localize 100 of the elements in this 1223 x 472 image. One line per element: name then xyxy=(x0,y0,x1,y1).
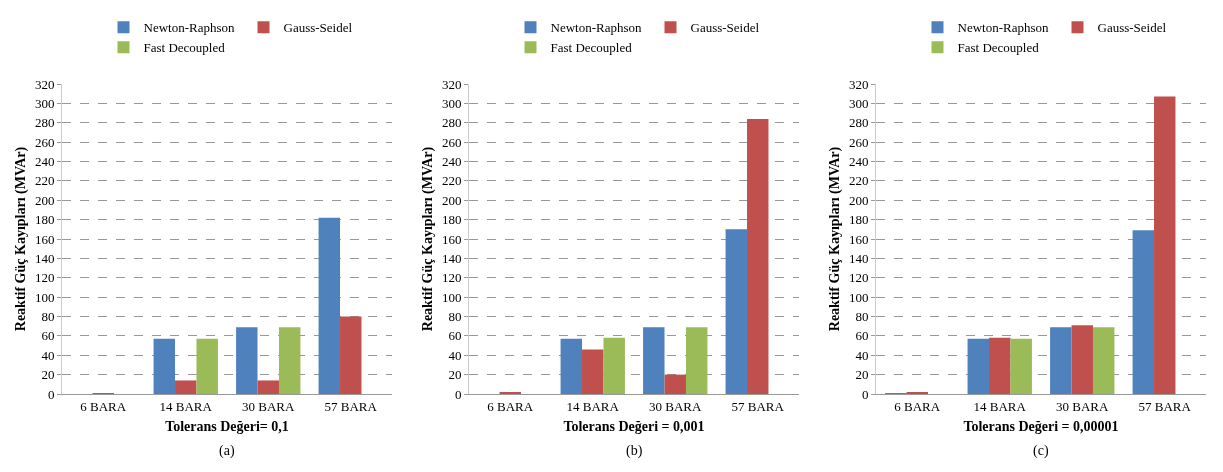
x-tick-label: 57 BARA xyxy=(731,398,785,414)
x-tick-label: 6 BARA xyxy=(80,398,127,414)
bar xyxy=(1050,327,1072,394)
y-tick-label: 120 xyxy=(848,270,869,286)
x-tick-label: 30 BARA xyxy=(649,398,703,414)
text: (a) xyxy=(219,443,235,459)
x-tick-label: 57 BARA xyxy=(324,398,378,414)
y-tick-label: 300 xyxy=(34,95,55,111)
legend-label: Newton-Raphson xyxy=(143,20,235,36)
y-tick-label: 0 xyxy=(454,386,462,402)
bar xyxy=(967,338,990,394)
y-tick-label: 240 xyxy=(34,154,55,170)
y-tick-label: 160 xyxy=(848,231,869,247)
bar xyxy=(1154,96,1176,394)
y-tick-label: 220 xyxy=(848,173,869,189)
y-tick-label: 100 xyxy=(848,289,869,305)
y-tick-label: 240 xyxy=(848,154,869,170)
bar xyxy=(278,327,301,394)
y-tick-label: 320 xyxy=(441,76,462,92)
y-tick-label: 180 xyxy=(34,212,55,228)
bar xyxy=(153,338,176,394)
y-axis-title: Reaktif Güç Kayıpları (MVAr) xyxy=(826,146,843,332)
x-tick-label: 30 BARA xyxy=(242,398,296,414)
x-tick-label: 57 BARA xyxy=(1138,398,1192,414)
y-tick-label: 220 xyxy=(441,173,462,189)
bar xyxy=(1092,327,1115,394)
x-tick-label: 14 BARA xyxy=(566,398,620,414)
bar xyxy=(236,327,258,394)
y-tick-label: 100 xyxy=(34,289,55,305)
bar xyxy=(725,229,748,394)
x-tick-label: 6 BARA xyxy=(487,398,534,414)
text: (c) xyxy=(1033,443,1049,459)
y-tick-label: 80 xyxy=(41,309,55,325)
y-tick-label: 140 xyxy=(848,250,869,266)
y-tick-label: 0 xyxy=(47,386,55,402)
y-axis-title: Reaktif Güç Kayıpları (MVAr) xyxy=(12,146,29,332)
y-tick-label: 260 xyxy=(34,134,55,150)
y-tick-label: 60 xyxy=(855,328,869,344)
y-tick-label: 260 xyxy=(848,134,869,150)
bar xyxy=(257,380,279,394)
bar xyxy=(603,337,625,394)
y-tick-label: 260 xyxy=(441,134,462,150)
bar xyxy=(989,337,1011,394)
x-tick-label: 30 BARA xyxy=(1056,398,1110,414)
y-tick-label: 20 xyxy=(41,367,55,383)
y-tick-label: 80 xyxy=(448,309,462,325)
y-tick-label: 140 xyxy=(441,250,462,266)
y-tick-label: 20 xyxy=(448,367,462,383)
x-axis-title: Tolerans Değeri = 0,00001 xyxy=(963,418,1119,434)
y-tick-label: 180 xyxy=(441,212,462,228)
y-tick-label: 200 xyxy=(848,192,869,208)
x-tick-label: 14 BARA xyxy=(973,398,1027,414)
bar xyxy=(1071,325,1093,394)
legend-label: Fast Decoupled xyxy=(957,40,1040,56)
y-tick-label: 180 xyxy=(848,212,869,228)
y-tick-label: 120 xyxy=(34,270,55,286)
legend-label: Gauss-Seidel xyxy=(1097,20,1167,36)
bar xyxy=(582,349,604,394)
x-axis-title: Tolerans Değeri = 0,001 xyxy=(563,418,705,434)
legend-label: Gauss-Seidel xyxy=(283,20,353,36)
legend-label: Newton-Raphson xyxy=(550,20,642,36)
y-tick-label: 280 xyxy=(34,115,55,131)
y-tick-label: 280 xyxy=(441,115,462,131)
bar xyxy=(664,374,686,394)
y-tick-label: 320 xyxy=(34,76,55,92)
y-tick-label: 160 xyxy=(441,231,462,247)
y-tick-label: 200 xyxy=(34,192,55,208)
bar xyxy=(318,217,341,394)
bar xyxy=(175,380,197,394)
y-tick-label: 120 xyxy=(441,270,462,286)
y-tick-label: 40 xyxy=(448,347,462,363)
y-axis-title: Reaktif Güç Kayıpları (MVAr) xyxy=(419,146,436,332)
bar xyxy=(560,338,583,394)
legend-label: Newton-Raphson xyxy=(957,20,1049,36)
bar xyxy=(747,118,769,394)
y-tick-label: 240 xyxy=(441,154,462,170)
y-tick-label: 160 xyxy=(34,231,55,247)
bar xyxy=(196,338,218,394)
legend-label: Fast Decoupled xyxy=(550,40,633,56)
y-tick-label: 300 xyxy=(848,95,869,111)
y-tick-label: 220 xyxy=(34,173,55,189)
y-tick-label: 280 xyxy=(848,115,869,131)
y-tick-label: 80 xyxy=(855,309,869,325)
x-tick-label: 14 BARA xyxy=(159,398,213,414)
legend-label: Fast Decoupled xyxy=(143,40,226,56)
text: (b) xyxy=(626,443,643,459)
y-tick-label: 300 xyxy=(441,95,462,111)
y-tick-label: 60 xyxy=(41,328,55,344)
y-tick-label: 320 xyxy=(848,76,869,92)
y-tick-label: 100 xyxy=(441,289,462,305)
y-tick-label: 40 xyxy=(855,347,869,363)
y-tick-label: 20 xyxy=(855,367,869,383)
y-tick-label: 200 xyxy=(441,192,462,208)
x-tick-label: 6 BARA xyxy=(894,398,941,414)
bar xyxy=(643,327,665,394)
bar xyxy=(340,316,362,394)
y-tick-label: 60 xyxy=(448,328,462,344)
y-tick-label: 140 xyxy=(34,250,55,266)
bar xyxy=(685,327,708,394)
y-tick-label: 40 xyxy=(41,347,55,363)
